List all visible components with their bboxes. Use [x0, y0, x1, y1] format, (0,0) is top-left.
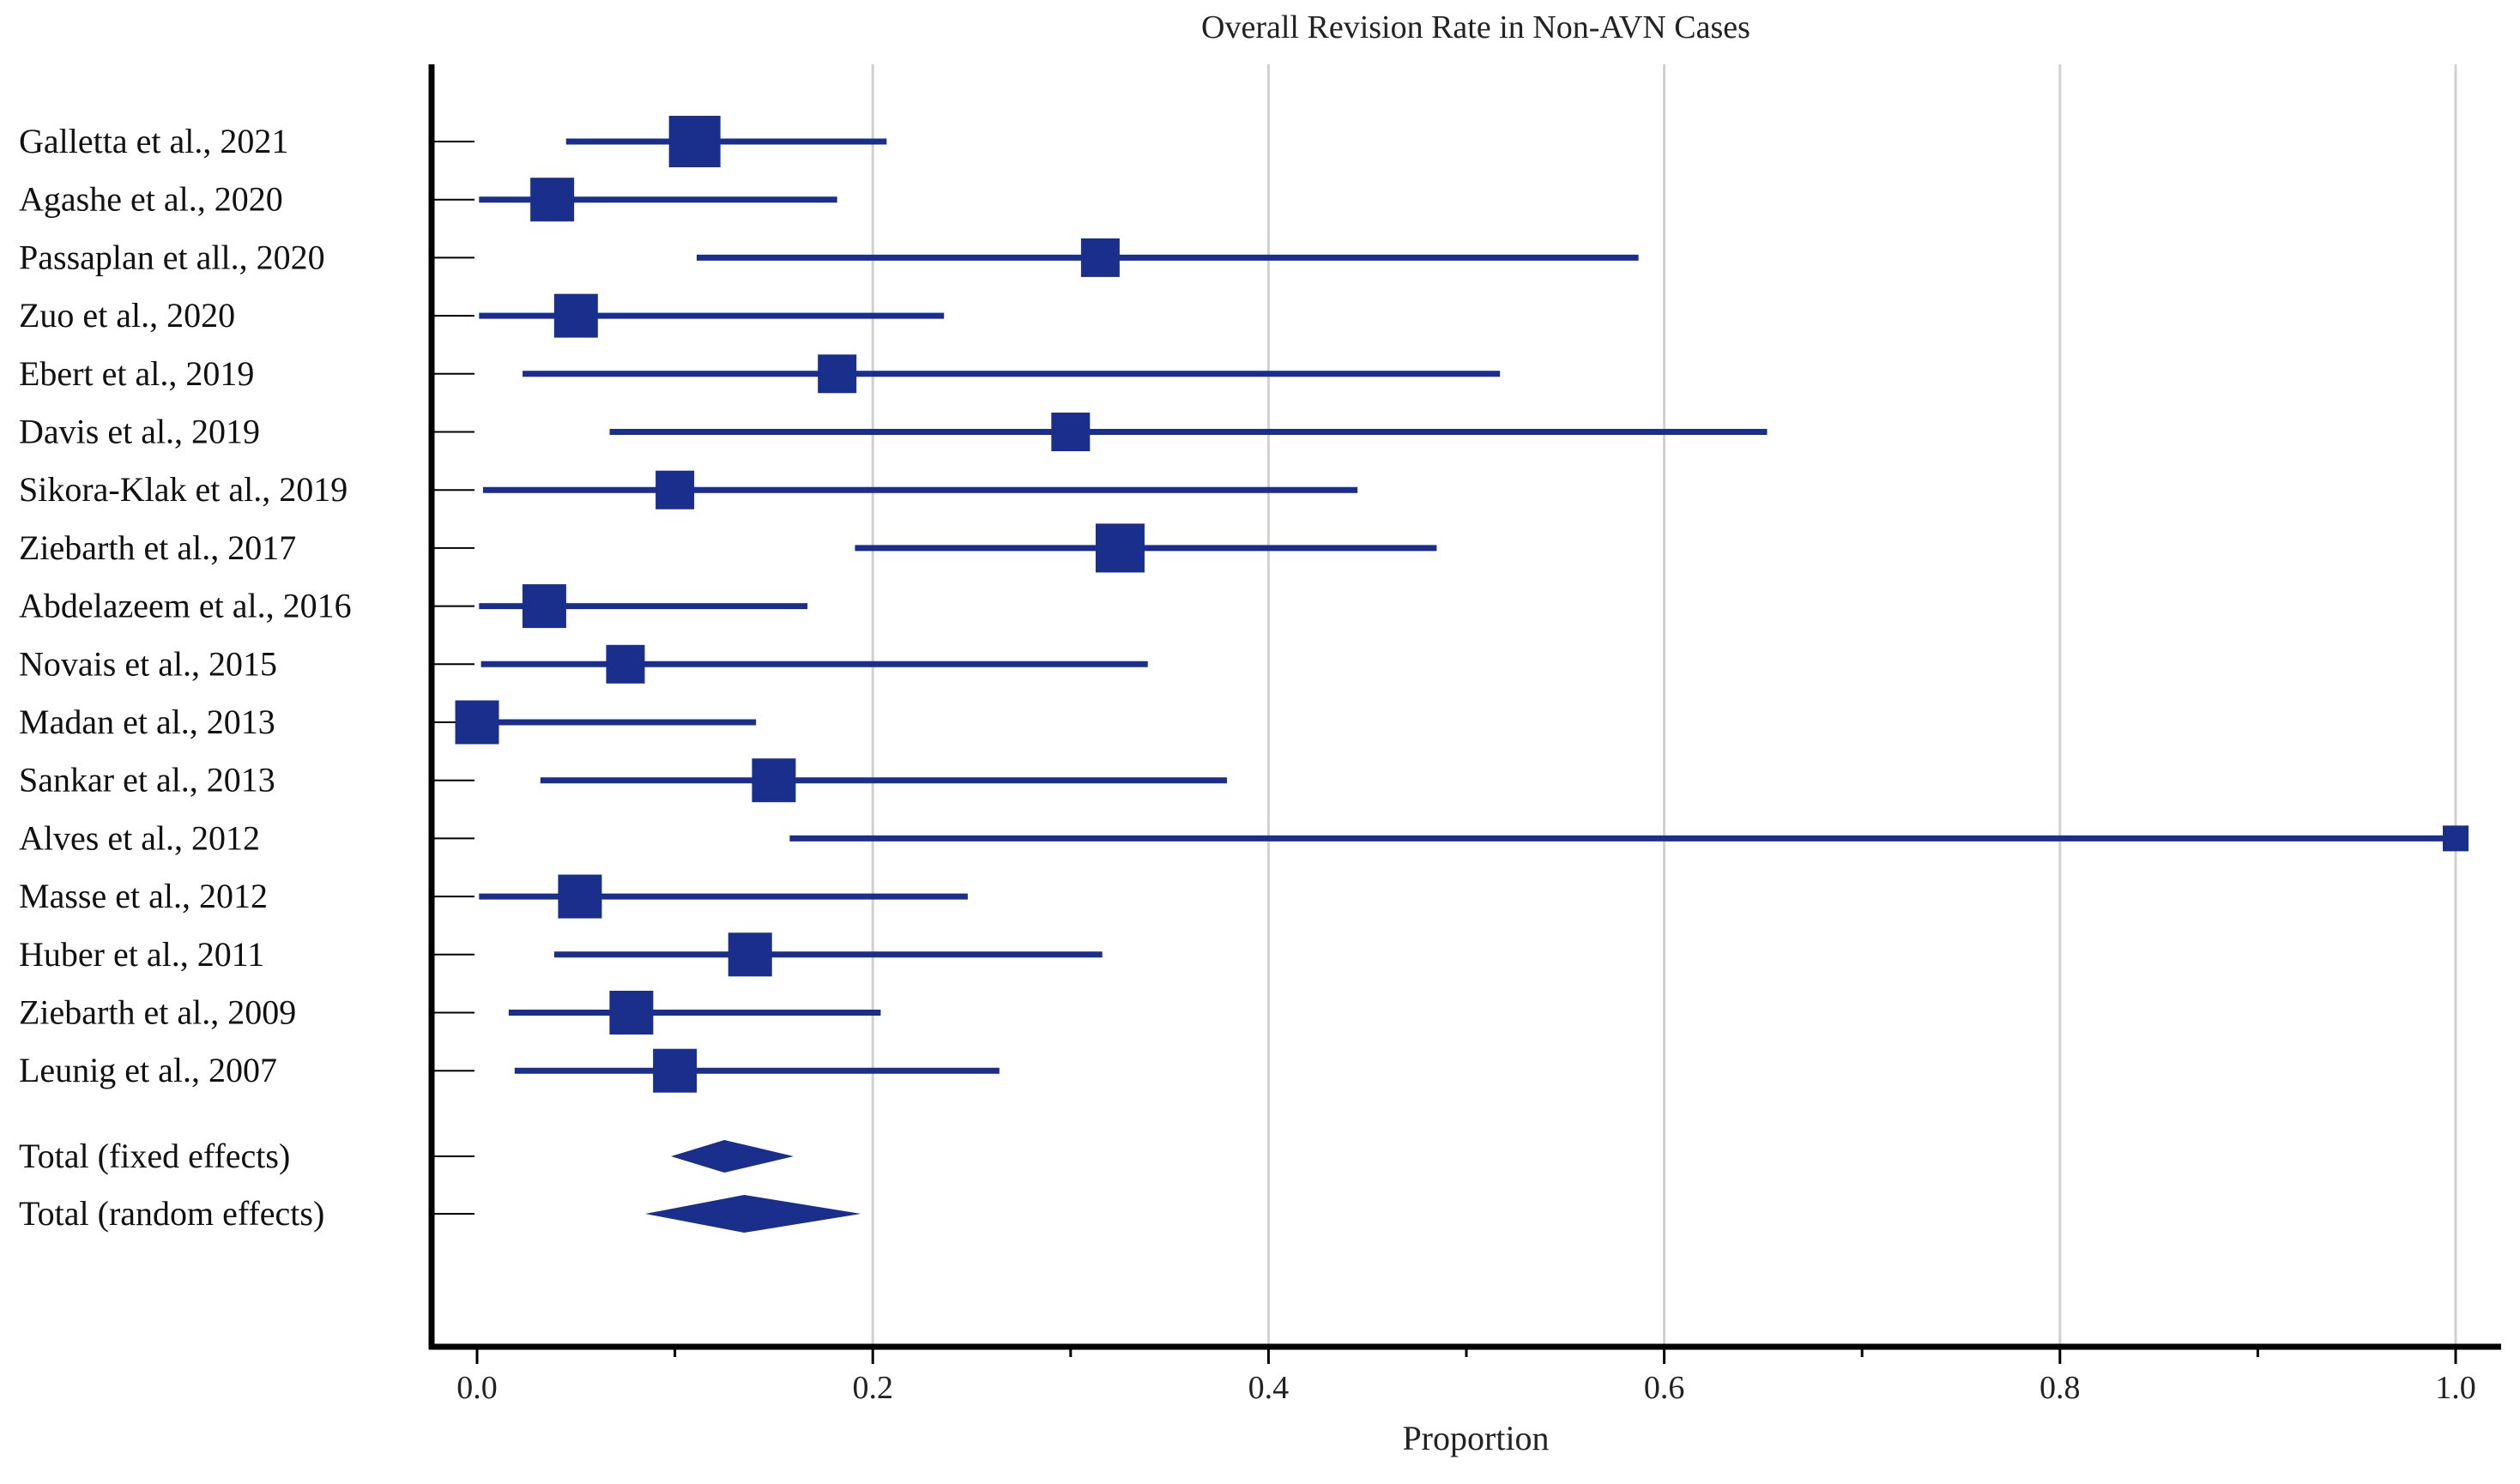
point-estimate-marker [606, 644, 645, 684]
point-estimate-marker [1080, 238, 1120, 277]
study-row: Madan et al., 2013 [19, 700, 757, 745]
pooled-diamond [670, 1140, 794, 1173]
study-label: Passaplan et all., 2020 [19, 238, 325, 276]
study-row: Huber et al., 2011 [19, 932, 1103, 977]
x-tick-label: 0.4 [1248, 1370, 1290, 1406]
study-row: Ziebarth et al., 2009 [19, 991, 881, 1035]
point-estimate-marker [558, 874, 602, 919]
axes: 0.0 0.2 0.4 0.6 0.8 1.0 [428, 64, 2501, 1406]
study-row: Sankar et al., 2013 [19, 758, 1227, 803]
point-estimate-marker [553, 293, 598, 338]
x-tick-label: 0.6 [1644, 1370, 1685, 1406]
study-label: Alves et al., 2012 [19, 818, 260, 857]
study-label: Madan et al., 2013 [19, 703, 275, 741]
study-row: Galletta et al., 2021 [19, 116, 887, 167]
point-estimate-marker [656, 470, 695, 510]
x-tick-label: 0.2 [852, 1370, 893, 1406]
study-row: Sikora-Klak et al., 2019 [19, 470, 1358, 510]
x-tick-label: 0.8 [2040, 1370, 2081, 1406]
study-row: Abdelazeem et al., 2016 [19, 584, 808, 629]
grid-lines [871, 64, 2457, 1347]
study-label: Zuo et al., 2020 [19, 296, 235, 335]
study-label: Sankar et al., 2013 [19, 761, 275, 799]
study-label: Ebert et al., 2019 [19, 354, 254, 393]
point-estimate-marker [818, 354, 857, 394]
study-label: Sikora-Klak et al., 2019 [19, 470, 347, 509]
point-estimate-marker [653, 1048, 698, 1093]
x-axis-label: Proportion [1402, 1419, 1549, 1457]
point-estimate-marker [455, 700, 499, 745]
study-row: Ziebarth et al., 2017 [19, 523, 1437, 573]
study-rows: Galletta et al., 2021 Agashe et al., 2020… [19, 116, 2469, 1093]
point-estimate-marker [522, 584, 566, 629]
study-row: Alves et al., 2012 [19, 818, 2469, 857]
study-label: Novais et al., 2015 [19, 644, 277, 683]
point-estimate-marker [609, 991, 654, 1035]
study-label: Ziebarth et al., 2017 [19, 528, 296, 567]
pooled-label: Total (fixed effects) [19, 1137, 290, 1175]
study-label: Huber et al., 2011 [19, 935, 264, 974]
pooled-diamond [645, 1195, 861, 1233]
study-row: Ebert et al., 2019 [19, 354, 1501, 394]
study-label: Masse et al., 2012 [19, 877, 268, 915]
study-label: Galletta et al., 2021 [19, 122, 288, 160]
study-label: Leunig et al., 2007 [19, 1051, 277, 1089]
point-estimate-marker [668, 116, 721, 167]
point-estimate-marker [1095, 523, 1145, 573]
point-estimate-marker [752, 758, 796, 803]
study-row: Zuo et al., 2020 [19, 293, 945, 338]
study-label: Davis et al., 2019 [19, 413, 260, 451]
pooled-label: Total (random effects) [19, 1194, 324, 1233]
x-tick-label: 1.0 [2435, 1370, 2476, 1406]
x-tick-label: 0.0 [456, 1370, 498, 1406]
study-row: Leunig et al., 2007 [19, 1048, 1000, 1093]
point-estimate-marker [728, 932, 772, 977]
pooled-row: Total (random effects) [19, 1194, 861, 1233]
pooled-row: Total (fixed effects) [19, 1137, 794, 1175]
point-estimate-marker [530, 178, 575, 222]
study-label: Ziebarth et al., 2009 [19, 993, 296, 1032]
pooled-rows: Total (fixed effects) Total (random effec… [19, 1137, 861, 1233]
study-row: Masse et al., 2012 [19, 874, 968, 919]
study-row: Novais et al., 2015 [19, 644, 1148, 684]
point-estimate-marker [2443, 825, 2469, 852]
study-row: Passaplan et all., 2020 [19, 238, 1639, 277]
study-label: Abdelazeem et al., 2016 [19, 587, 352, 625]
point-estimate-marker [1051, 413, 1091, 451]
study-label: Agashe et al., 2020 [19, 180, 283, 219]
chart-title: Overall Revision Rate in Non-AVN Cases [1201, 9, 1750, 45]
study-row: Davis et al., 2019 [19, 413, 1768, 451]
study-row: Agashe et al., 2020 [19, 178, 837, 222]
